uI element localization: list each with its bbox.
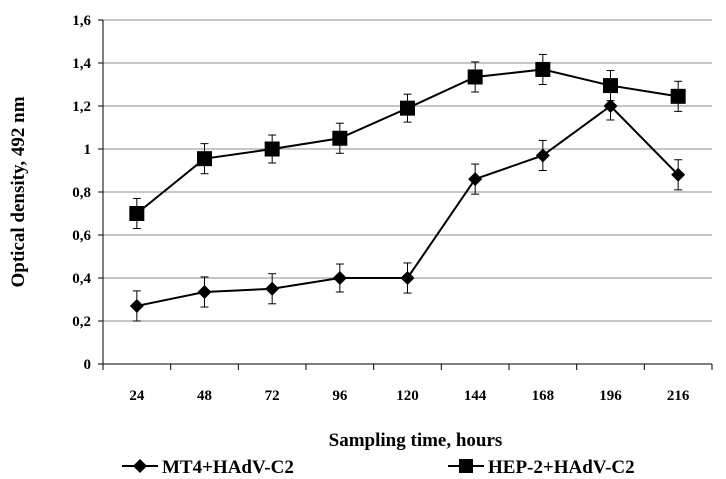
y-tick-label-3: 0,6 [72, 228, 91, 244]
y-tick-label-5: 1 [84, 142, 92, 158]
data-point-1-5 [467, 69, 483, 85]
data-point-0-4 [400, 271, 415, 285]
y-tick-label-8: 1,6 [72, 13, 91, 29]
data-point-1-2 [264, 141, 280, 157]
legend: MT4+HAdV-C2 HEP-2+HAdV-C2 [122, 457, 635, 478]
x-tick-label-1: 48 [197, 388, 212, 404]
x-tick-label-5: 144 [464, 388, 487, 404]
y-axis-ticks: 0 0,2 0,4 0,6 0,8 1 1,2 1,4 1,6 [72, 13, 103, 373]
legend-label-0: MT4+HAdV-C2 [162, 457, 294, 478]
y-tick-label-1: 0,2 [72, 314, 91, 330]
data-point-0-8 [671, 167, 686, 182]
series-0 [129, 91, 686, 322]
y-tick-label-6: 1,2 [72, 99, 91, 115]
data-point-0-7 [603, 99, 618, 113]
legend-item-1: HEP-2+HAdV-C2 [448, 457, 635, 478]
legend-marker-1 [459, 459, 473, 473]
x-tick-label-3: 96 [332, 388, 348, 404]
data-point-0-2 [265, 281, 280, 296]
data-point-1-4 [400, 100, 415, 116]
x-axis-title: Sampling time, hours [329, 430, 503, 451]
data-point-1-7 [603, 78, 618, 94]
series-layer [129, 53, 686, 322]
data-point-1-6 [535, 61, 551, 77]
x-tick-label-0: 24 [129, 388, 145, 404]
y-tick-label-4: 0,8 [72, 185, 91, 201]
legend-item-0: MT4+HAdV-C2 [122, 457, 294, 478]
data-point-0-3 [332, 271, 347, 285]
legend-label-1: HEP-2+HAdV-C2 [488, 457, 635, 478]
series-1 [129, 53, 686, 230]
data-point-0-5 [468, 172, 483, 187]
y-axis-title: Optical density, 492 nm [8, 96, 29, 287]
data-point-0-6 [535, 148, 550, 163]
data-point-1-8 [670, 88, 686, 104]
y-tick-label-2: 0,4 [72, 271, 91, 287]
x-tick-label-2: 72 [265, 388, 280, 404]
y-tick-label-7: 1,4 [72, 56, 91, 72]
x-tick-label-7: 196 [599, 388, 622, 404]
x-tick-label-4: 120 [396, 388, 419, 404]
data-point-0-1 [197, 284, 212, 299]
x-tick-label-8: 216 [667, 388, 690, 404]
data-point-1-0 [129, 206, 145, 221]
y-tick-label-0: 0 [84, 357, 92, 373]
data-point-0-0 [129, 298, 144, 313]
data-point-1-3 [332, 130, 348, 146]
x-axis-ticks: 24 48 72 96 120 144 168 196 216 [102, 364, 713, 404]
data-point-1-1 [197, 151, 212, 167]
x-tick-label-6: 168 [532, 388, 555, 404]
legend-marker-0 [133, 459, 147, 473]
